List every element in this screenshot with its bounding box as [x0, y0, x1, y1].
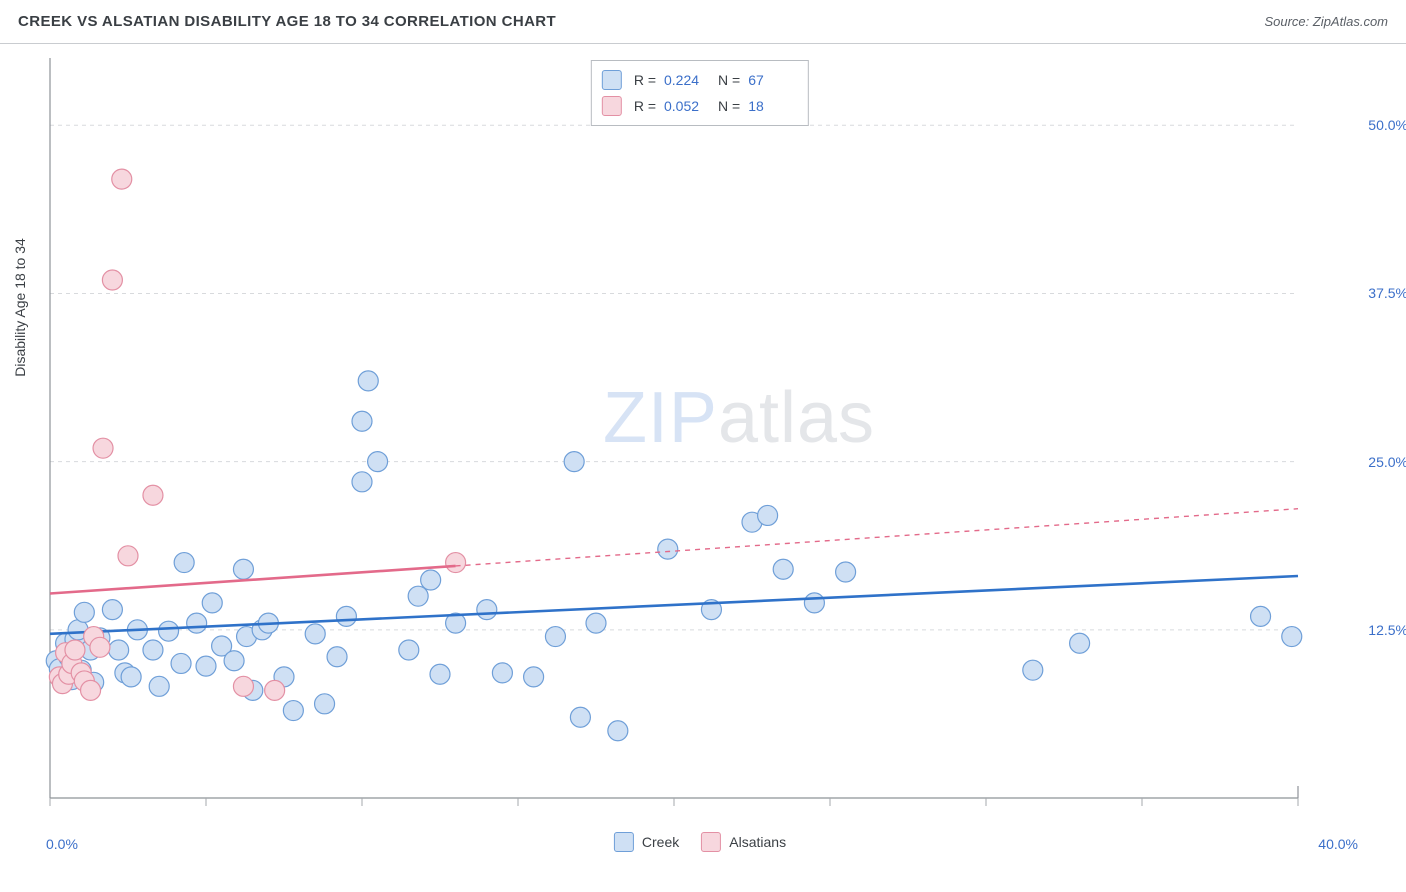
y-tick-label: 25.0%: [1368, 454, 1406, 470]
chart-title: CREEK VS ALSATIAN DISABILITY AGE 18 TO 3…: [18, 13, 556, 30]
data-point: [336, 606, 356, 626]
series-swatch: [602, 96, 622, 116]
data-point: [773, 559, 793, 579]
legend-swatch: [701, 832, 721, 852]
legend-swatch: [614, 832, 634, 852]
data-point: [446, 553, 466, 573]
data-point: [102, 270, 122, 290]
data-point: [265, 680, 285, 700]
data-point: [327, 647, 347, 667]
data-point: [81, 680, 101, 700]
data-point: [477, 600, 497, 620]
data-point: [305, 624, 325, 644]
data-point: [143, 640, 163, 660]
data-point: [121, 667, 141, 687]
data-point: [358, 371, 378, 391]
data-point: [109, 640, 129, 660]
data-point: [283, 701, 303, 721]
data-point: [836, 562, 856, 582]
data-point: [524, 667, 544, 687]
data-point: [408, 586, 428, 606]
y-axis-label: Disability Age 18 to 34: [12, 238, 28, 377]
data-point: [570, 707, 590, 727]
data-point: [187, 613, 207, 633]
data-point: [1282, 627, 1302, 647]
x-axis-min-label: 0.0%: [46, 836, 78, 852]
data-point: [758, 505, 778, 525]
legend-label: Creek: [642, 834, 679, 850]
y-tick-label: 37.5%: [1368, 285, 1406, 301]
trend-line: [50, 576, 1298, 634]
data-point: [233, 559, 253, 579]
legend-item: Alsatians: [701, 832, 786, 852]
data-point: [421, 570, 441, 590]
data-point: [430, 664, 450, 684]
legend-item: Creek: [614, 832, 679, 852]
data-point: [74, 602, 94, 622]
data-point: [143, 485, 163, 505]
plot-svg: [50, 58, 1350, 818]
stat-label-n: N =: [718, 72, 740, 88]
stat-value-r: 0.224: [664, 72, 710, 88]
data-point: [171, 653, 191, 673]
series-swatch: [602, 70, 622, 90]
y-tick-label: 50.0%: [1368, 117, 1406, 133]
data-point: [118, 546, 138, 566]
correlation-stats-box: R = 0.224 N = 67 R = 0.052 N = 18: [591, 60, 809, 126]
data-point: [102, 600, 122, 620]
data-point: [492, 663, 512, 683]
stat-value-r: 0.052: [664, 98, 710, 114]
data-point: [658, 539, 678, 559]
data-point: [545, 627, 565, 647]
stats-row: R = 0.052 N = 18: [602, 93, 794, 119]
y-tick-label: 12.5%: [1368, 622, 1406, 638]
data-point: [368, 452, 388, 472]
data-point: [149, 676, 169, 696]
data-point: [315, 694, 335, 714]
stat-label-n: N =: [718, 98, 740, 114]
data-point: [224, 651, 244, 671]
data-point: [1251, 606, 1271, 626]
data-point: [399, 640, 419, 660]
series-legend: Creek Alsatians: [614, 832, 786, 852]
legend-label: Alsatians: [729, 834, 786, 850]
data-point: [352, 411, 372, 431]
data-point: [159, 621, 179, 641]
data-point: [586, 613, 606, 633]
data-point: [1070, 633, 1090, 653]
data-point: [608, 721, 628, 741]
stat-value-n: 67: [748, 72, 794, 88]
data-point: [93, 438, 113, 458]
data-point: [804, 593, 824, 613]
stat-label-r: R =: [634, 98, 656, 114]
stats-row: R = 0.224 N = 67: [602, 67, 794, 93]
stat-label-r: R =: [634, 72, 656, 88]
trend-line-extrapolated: [456, 509, 1298, 566]
data-point: [112, 169, 132, 189]
stat-value-n: 18: [748, 98, 794, 114]
data-point: [1023, 660, 1043, 680]
data-point: [65, 640, 85, 660]
source-attribution: Source: ZipAtlas.com: [1264, 14, 1388, 29]
x-axis-max-label: 40.0%: [1318, 836, 1358, 852]
data-point: [233, 676, 253, 696]
data-point: [202, 593, 222, 613]
header-bar: CREEK VS ALSATIAN DISABILITY AGE 18 TO 3…: [0, 0, 1406, 44]
data-point: [174, 553, 194, 573]
data-point: [564, 452, 584, 472]
scatter-plot: Disability Age 18 to 34 ZIPatlas R =0.22…: [50, 58, 1350, 818]
data-point: [196, 656, 216, 676]
data-point: [90, 637, 110, 657]
data-point: [352, 472, 372, 492]
